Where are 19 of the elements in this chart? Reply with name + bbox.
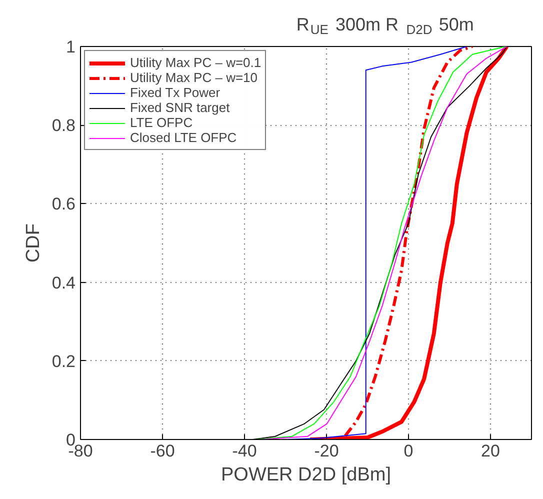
y-tick-label: 0.4 [52, 273, 76, 292]
x-tick-label: -20 [314, 442, 339, 460]
legend-label: Utility Max PC – w=10 [130, 70, 258, 85]
legend-label: Utility Max PC – w=0.1 [130, 55, 262, 70]
x-tick-label: 0 [404, 442, 414, 460]
y-tick-label: 0.8 [52, 116, 76, 136]
y-tick-label: 0.6 [52, 194, 76, 214]
legend-label: LTE OFPC [130, 115, 193, 130]
legend-label: Closed LTE OFPC [130, 130, 237, 145]
line-series [308, 46, 509, 440]
x-tick-label: -60 [150, 442, 175, 460]
x-tick-label: -40 [232, 442, 257, 460]
legend-label: Fixed Tx Power [130, 85, 220, 100]
legend-label: Fixed SNR target [130, 100, 230, 115]
y-axis-title: CDF [22, 223, 44, 263]
y-tick-label: 0.2 [52, 352, 76, 371]
x-tick-label: 20 [481, 442, 500, 460]
x-axis-title: POWER D2D [dBm] [221, 464, 391, 486]
y-tick-label: 1 [66, 38, 76, 56]
